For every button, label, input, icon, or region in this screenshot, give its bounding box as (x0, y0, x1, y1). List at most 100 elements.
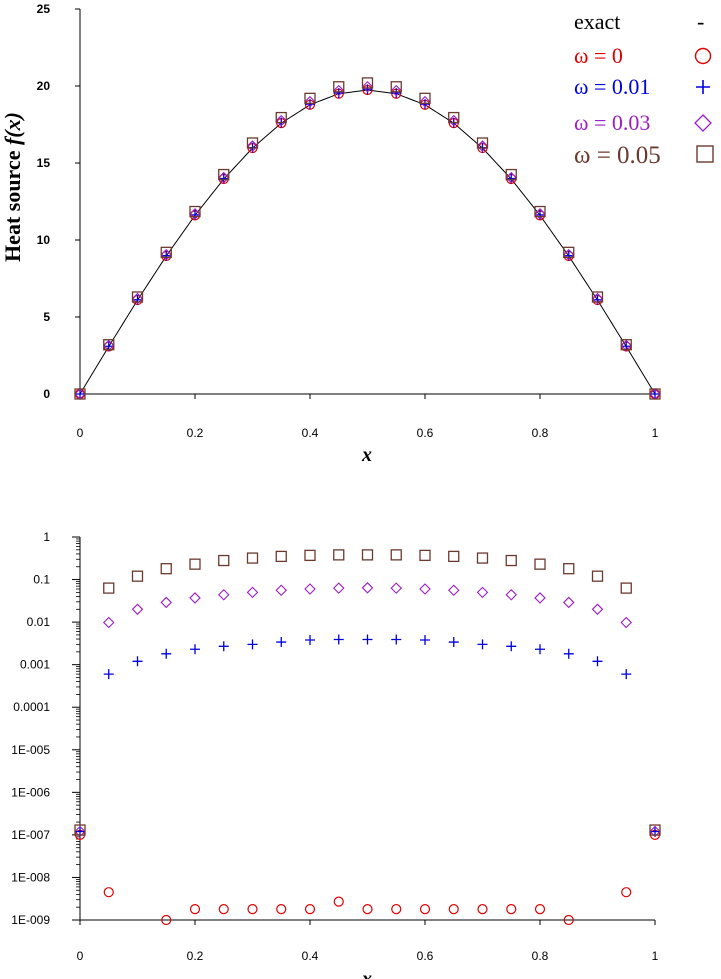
top-axes (79, 9, 655, 395)
top-point-diamond (189, 208, 201, 220)
top-point-square (649, 388, 661, 400)
bottom-point-square (160, 563, 172, 575)
bottom-point-circle (103, 887, 114, 898)
top-markers (74, 77, 661, 400)
top-y-axis-title: Heat source f(x) (0, 112, 25, 262)
bottom-point-diamond (591, 603, 604, 616)
bottom-point-plus (190, 644, 200, 655)
bottom-x-tick-label: 0.8 (532, 949, 549, 963)
bottom-x-tick-label: 0 (77, 949, 84, 963)
bottom-x-tick-label: 0.6 (417, 949, 434, 963)
legend: exact - ω = 0 ω = 0.01 ω = 0.03 ω = 0.05 (574, 9, 714, 169)
bottom-point-square (131, 570, 144, 582)
bottom-x-ticks: 0 0.2 0.4 0.6 0.8 1 (77, 920, 659, 963)
legend-symbol-square (696, 145, 714, 163)
top-point-diamond (217, 171, 230, 184)
top-point-square (390, 81, 402, 93)
top-point-diamond (246, 140, 259, 152)
top-point-square (246, 137, 259, 149)
bottom-x-axis-title: x (361, 968, 372, 979)
bottom-y-ticks: 1E-009 1E-008 1E-007 1E-006 1E-005 0.0001 0.00… (11, 530, 80, 927)
legend-label-0: exact (574, 9, 620, 34)
top-point-square (103, 339, 115, 351)
top-point-diamond (591, 292, 604, 305)
top-point-plus (305, 99, 315, 110)
bottom-point-square (448, 550, 460, 563)
bottom-y-tick-label: 0.0001 (13, 700, 50, 714)
bottom-y-minor-ticks (76, 538, 80, 908)
bottom-point-diamond (131, 603, 144, 616)
bottom-point-square (649, 824, 661, 836)
bottom-point-square (246, 552, 259, 564)
bottom-point-circle (506, 904, 517, 915)
legend-label-3: ω = 0.03 (574, 110, 650, 135)
bottom-point-diamond (447, 584, 460, 597)
legend-symbol-circle (694, 47, 712, 65)
legend-label-4: ω = 0.05 (574, 142, 661, 169)
bottom-y-tick-label: 0.1 (33, 573, 50, 587)
top-point-diamond (562, 248, 575, 261)
bottom-point-square (419, 549, 431, 562)
top-point-plus (362, 84, 373, 95)
bottom-point-diamond (102, 616, 115, 629)
top-point-square (419, 92, 431, 104)
top-x-tick-label: 0.6 (417, 426, 434, 440)
top-point-diamond (361, 80, 374, 93)
bottom-y-tick-label: 0.01 (27, 615, 51, 629)
top-y-tick-label: 25 (37, 2, 51, 16)
bottom-point-diamond (419, 583, 431, 595)
bottom-x-tick-label: 0.2 (187, 949, 204, 963)
top-point-diamond (390, 84, 403, 97)
bottom-point-plus (391, 634, 402, 645)
bottom-y-tick-label: 1E-006 (11, 785, 50, 799)
top-x-tick-label: 0.8 (532, 426, 549, 440)
bottom-y-tick-label: 1E-007 (11, 828, 50, 842)
bottom-y-tick-label: 1E-005 (11, 743, 50, 757)
top-point-square (74, 388, 86, 400)
bottom-point-circle (333, 896, 344, 907)
bottom-point-diamond (332, 582, 345, 594)
bottom-y-tick-label: 1 (43, 530, 50, 544)
top-point-plus (391, 88, 402, 99)
bottom-point-plus (218, 641, 229, 652)
bottom-point-square (103, 582, 115, 594)
bottom-point-circle (563, 914, 574, 926)
top-x-ticks: 0 0.2 0.4 0.6 0.8 1 (77, 394, 659, 440)
top-point-diamond (304, 95, 316, 108)
bottom-point-square (275, 550, 287, 563)
bottom-point-square (563, 563, 575, 575)
bottom-y-tick-label: 1E-009 (11, 913, 50, 927)
bottom-point-circle (477, 904, 488, 915)
bottom-point-diamond (361, 582, 374, 594)
top-point-square (476, 137, 489, 149)
bottom-point-circle (419, 904, 431, 915)
bottom-point-diamond (189, 592, 201, 604)
bottom-point-circle (247, 904, 258, 915)
bottom-point-diamond (649, 825, 661, 838)
bottom-point-square (390, 549, 402, 561)
bottom-point-square (74, 824, 86, 836)
bottom-point-square (333, 549, 345, 561)
bottom-point-plus (506, 641, 517, 652)
top-point-square (505, 168, 517, 181)
top-point-plus (650, 389, 660, 399)
top-point-diamond (505, 171, 518, 184)
top-point-diamond (275, 114, 288, 127)
bottom-point-diamond (246, 586, 259, 599)
top-y-tick-label: 15 (37, 156, 51, 170)
top-point-diamond (447, 114, 460, 127)
bottom-point-plus (132, 656, 143, 667)
top-y-tick-label: 5 (43, 310, 50, 324)
top-y-tick-label: 20 (37, 79, 51, 93)
bottom-point-diamond (505, 588, 518, 601)
bottom-point-diamond (534, 592, 546, 604)
top-point-square (361, 77, 374, 89)
bottom-point-plus (535, 644, 545, 655)
bottom-point-circle (304, 904, 316, 915)
exact-line (79, 89, 656, 395)
bottom-point-diamond (160, 596, 173, 609)
legend-symbol-diamond (694, 114, 712, 132)
top-x-tick-label: 1 (652, 426, 659, 440)
bottom-point-diamond (390, 582, 403, 594)
